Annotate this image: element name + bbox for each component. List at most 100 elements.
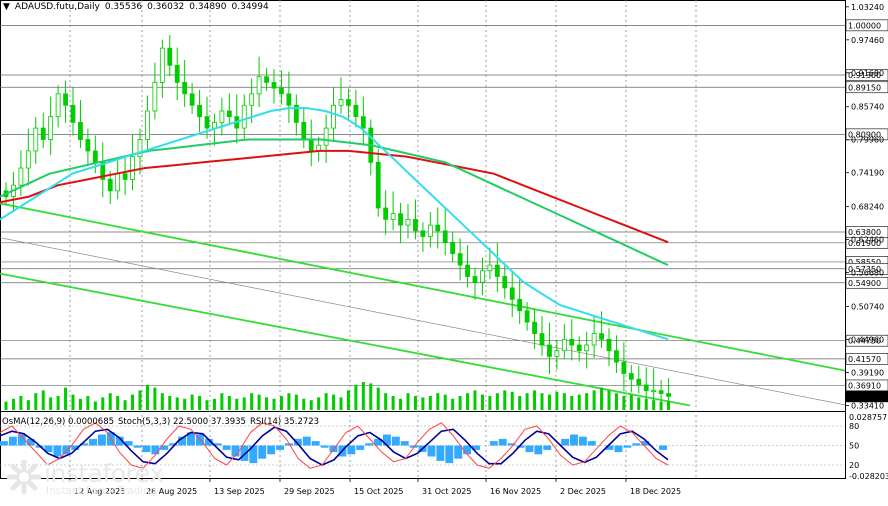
osc-tick-label: 20 — [849, 461, 859, 470]
volume-bar — [198, 396, 202, 410]
macd-hist-bar — [525, 445, 534, 453]
candle-body — [599, 333, 604, 340]
candle-body — [532, 321, 537, 334]
candles — [3, 35, 671, 412]
volume-bar — [637, 397, 641, 410]
candle-body — [40, 127, 46, 140]
candle — [502, 265, 508, 299]
macd-hist-bar — [561, 438, 570, 446]
candle-body — [591, 333, 597, 346]
volume-bar — [86, 396, 90, 410]
candle-body — [145, 110, 150, 140]
level-label: 0.44750 — [845, 334, 888, 347]
macd-hist-bar — [587, 441, 596, 446]
level-label-box — [845, 237, 888, 249]
macd-hist-bar — [400, 441, 409, 446]
volume-bar — [19, 396, 23, 410]
candle — [420, 222, 426, 252]
time-axis: 12 Aug 2025 28 Aug 2025 13 Sep 2025 29 Sep … — [69, 478, 681, 496]
volume-bar — [421, 397, 425, 410]
dropdown-arrow-icon[interactable]: ▼ — [3, 2, 10, 12]
macd-hist-bar — [365, 443, 374, 446]
level-label-text: 1.00000 — [848, 21, 881, 30]
candle-body — [554, 350, 560, 357]
volume-bar — [495, 393, 499, 410]
candle-body — [293, 104, 299, 123]
open-value: 0.35536 — [104, 2, 143, 12]
x-tick-label: 15 Oct 2025 — [354, 487, 403, 496]
candle-body — [413, 219, 418, 232]
y-tick-label: 0.44960 — [851, 336, 884, 345]
volume-bar — [205, 400, 209, 410]
y-tick-label: 0.33410 — [851, 401, 884, 410]
candle — [487, 247, 493, 280]
macd-hist-bar — [17, 434, 26, 446]
macd-hist-bar — [409, 445, 418, 448]
osc-tick-label: 50 — [849, 442, 859, 451]
volume-bar — [168, 396, 172, 410]
stoch-label: Stoch(5,3,3) 22.5000 37.3935 — [118, 417, 246, 427]
macd-hist-bar — [641, 441, 650, 446]
macd-hist-bar — [320, 445, 329, 448]
high-value: 0.36032 — [147, 2, 185, 12]
candle-body — [517, 298, 523, 312]
osc-tick-label: -0.028203 — [849, 472, 888, 481]
candle-body — [323, 127, 329, 146]
ema-slow-line — [0, 149, 669, 244]
candle-body — [509, 287, 515, 300]
y-tick-label: 0.68240 — [851, 203, 884, 212]
volume-bar — [585, 393, 589, 410]
volume-bar — [570, 396, 574, 410]
candle-body — [346, 99, 351, 106]
candle-body — [212, 121, 217, 129]
candle — [264, 68, 269, 91]
candle — [271, 69, 277, 104]
level-label-text: 0.57350 — [848, 265, 881, 274]
candle-body — [360, 116, 366, 129]
volume-bar — [652, 400, 656, 410]
channel-line — [0, 272, 691, 407]
candle-body — [375, 161, 381, 209]
volume-bar — [317, 397, 321, 410]
candle-body — [636, 378, 642, 386]
candle-body — [472, 276, 478, 283]
volume-bar — [235, 398, 239, 410]
volume-bar — [26, 400, 30, 410]
x-tick-label: 28 Aug 2025 — [146, 487, 197, 496]
candle-body — [107, 179, 113, 192]
macd-hist-bar — [276, 445, 285, 450]
candle — [353, 89, 359, 128]
candle-body — [55, 93, 61, 118]
level-label-box — [845, 353, 888, 365]
macd-hist-bar — [632, 443, 641, 446]
candle — [427, 211, 433, 248]
candle-body — [174, 64, 180, 83]
volume-bar — [525, 393, 529, 410]
macd-hist-bar — [62, 445, 71, 455]
macd-hist-bar — [44, 445, 53, 453]
y-tick-label: 0.74190 — [851, 169, 884, 178]
level-label: 0.54900 — [845, 276, 888, 289]
volume-bar — [324, 393, 328, 410]
candle-body — [450, 241, 456, 255]
volume-bar — [466, 393, 470, 410]
candle-body — [226, 110, 232, 118]
macd-hist-bar — [578, 436, 587, 446]
volume-bar — [116, 396, 120, 410]
level-label: 0.36910 — [845, 379, 888, 392]
candle-body — [85, 139, 91, 152]
candle-body — [249, 93, 255, 106]
level-label: 0.57350 — [845, 262, 888, 275]
macd-hist-bar — [187, 432, 195, 446]
volume-bar — [369, 383, 373, 410]
candle — [293, 94, 299, 136]
candle — [405, 204, 411, 239]
volume-bar — [384, 393, 388, 410]
volume-bar — [458, 396, 462, 410]
level-label-box — [845, 262, 888, 275]
candle-body — [383, 207, 389, 220]
volume-bar — [562, 393, 566, 410]
candle — [78, 100, 83, 149]
level-label-text: 0.54900 — [848, 279, 881, 288]
